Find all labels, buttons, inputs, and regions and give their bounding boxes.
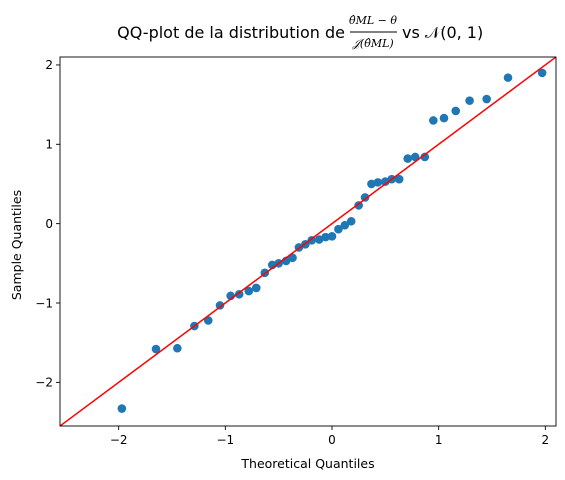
data-point [354,201,363,210]
data-point [234,289,244,299]
x-tick-label: −2 [110,433,128,447]
data-point [482,94,491,104]
data-point [244,286,254,296]
title-fraction-numerator: θ̂ML − θ [349,14,397,27]
reference-line [60,57,556,426]
plot-frame [59,56,557,427]
x-tick-label: 1 [435,433,443,447]
y-tick-label: 1 [45,138,53,152]
data-point [503,73,513,82]
data-point [410,152,420,162]
data-point [340,220,350,230]
data-point [465,96,474,105]
data-point [334,224,343,234]
data-point [203,316,213,325]
data-point [439,113,449,123]
data-point [151,344,161,354]
data-point [251,283,261,293]
title-prefix: QQ-plot de la distribution de [117,23,345,42]
data-point [117,404,127,413]
data-point [420,152,430,162]
data-point [429,116,438,125]
x-tick-label: 0 [328,433,336,447]
x-tick-label: −1 [216,433,234,447]
data-point [373,178,383,187]
x-axis-label: Theoretical Quantiles [240,456,374,471]
data-point [321,232,330,242]
plot-area: −2 −1 0 1 2 −2 −1 0 1 2 [35,56,557,447]
data-point [451,106,461,116]
y-tick-label: −2 [35,376,53,390]
chart-title: QQ-plot de la distribution de θ̂ML − θ 𝒥… [117,14,483,50]
data-point [403,154,413,163]
y-tick-label: −1 [35,296,53,310]
y-axis-label: Sample Quantiles [9,190,24,300]
y-tick-label: 0 [45,217,53,231]
x-tick-label: 2 [542,433,550,447]
data-point [307,236,317,245]
title-fraction-denominator: 𝒥(θ̂ML) [351,37,393,50]
data-point [360,193,370,202]
data-point [537,68,547,78]
title-suffix: vs 𝒩(0, 1) [402,23,483,42]
data-point [173,343,182,353]
data-point [394,174,404,184]
data-point [346,216,356,226]
data-point [215,301,225,310]
data-point [288,253,297,263]
y-tick-label: 2 [45,58,53,72]
data-point [327,232,337,241]
